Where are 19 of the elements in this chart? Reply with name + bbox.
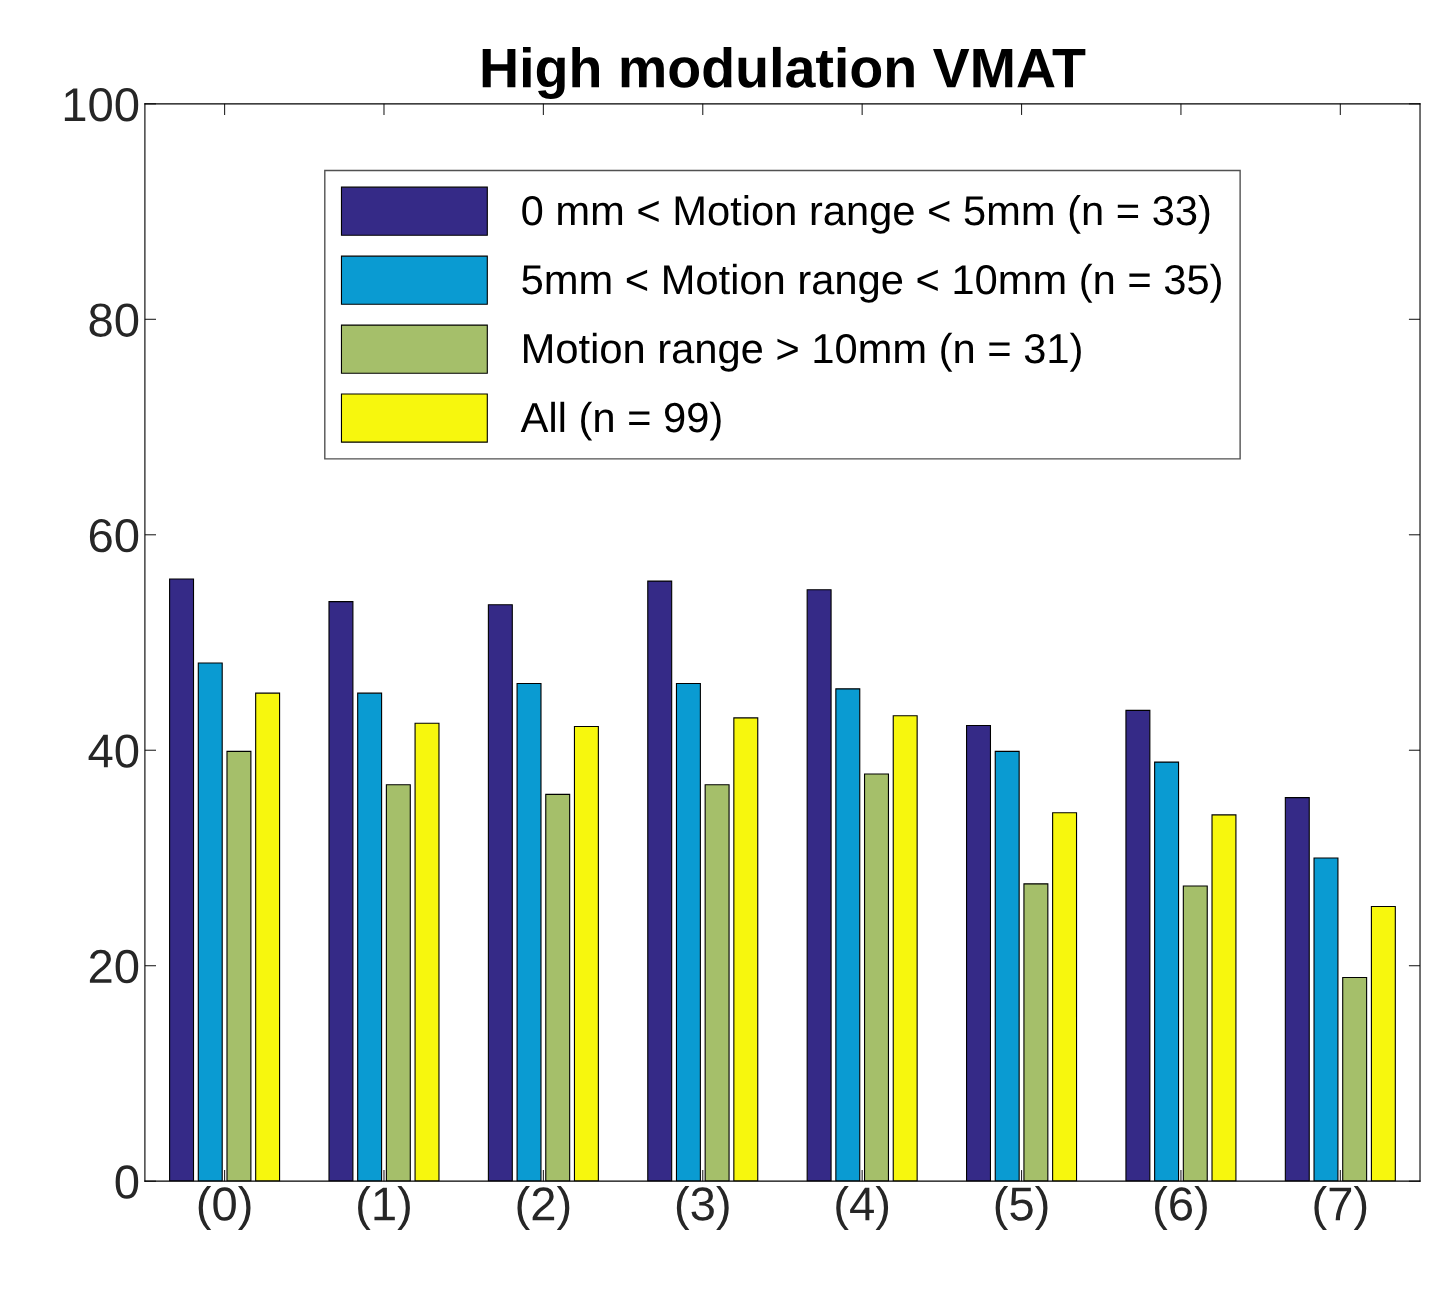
x-tick-label: (7) xyxy=(1314,1186,1367,1231)
legend-label: 5mm < Motion range < 10mm (n = 35) xyxy=(522,263,1221,303)
y-tick-label: 100 xyxy=(64,87,139,122)
x-tick-label: (1) xyxy=(358,1186,410,1231)
x-tick-label: (2) xyxy=(517,1186,570,1231)
y-tick-label: 20 xyxy=(89,949,139,984)
y-tick-label: 80 xyxy=(89,303,139,337)
x-tick-label: (3) xyxy=(676,1186,729,1231)
y-tick-label: 40 xyxy=(88,734,139,768)
x-tick-label: (5) xyxy=(995,1186,1048,1231)
x-tick-label: (4) xyxy=(836,1186,889,1231)
x-tick-label: (0) xyxy=(198,1186,251,1231)
chart-title: High modulation VMAT xyxy=(482,46,1086,99)
legend-label: All (n = 99) xyxy=(520,401,721,441)
legend-label: 0 mm < Motion range < 5mm (n = 33) xyxy=(522,194,1210,234)
legend-label: Motion range > 10mm (n = 31) xyxy=(524,332,1081,372)
x-tick-label: (6) xyxy=(1155,1186,1207,1231)
y-tick-label: 0 xyxy=(115,1165,139,1199)
y-tick-label: 60 xyxy=(89,518,139,553)
